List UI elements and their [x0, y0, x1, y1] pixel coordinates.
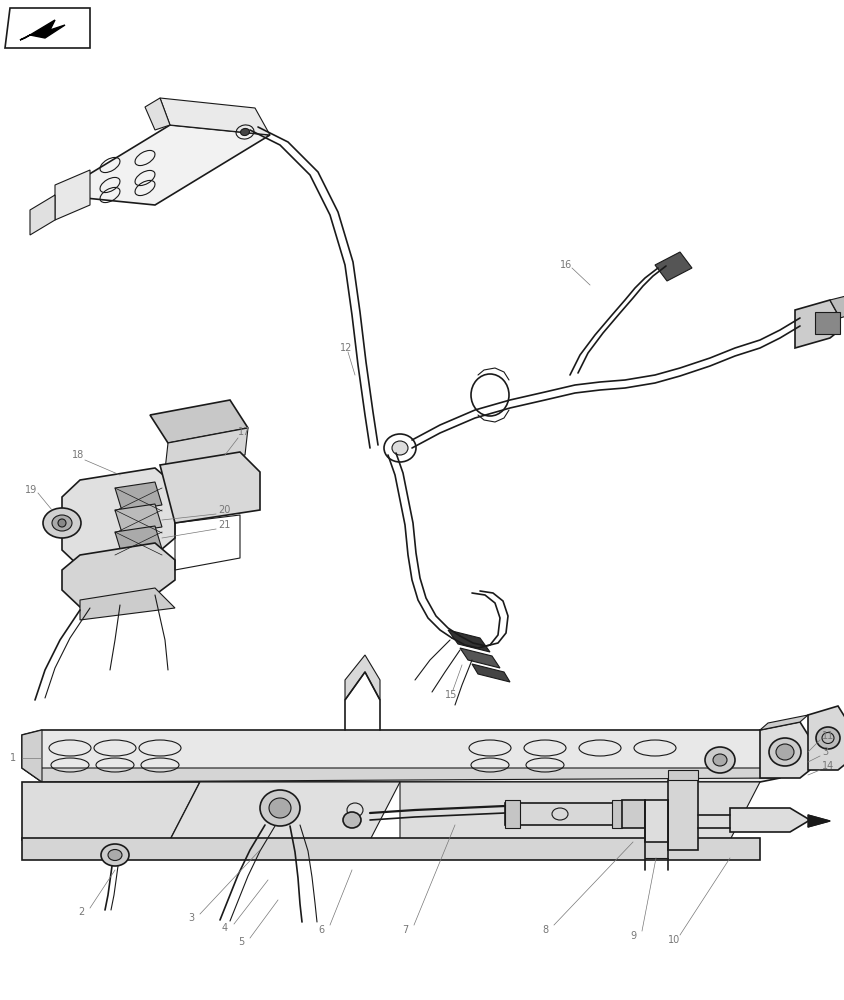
Polygon shape	[668, 770, 698, 780]
Text: 6: 6	[318, 925, 324, 935]
Ellipse shape	[343, 812, 361, 828]
Polygon shape	[22, 730, 42, 782]
Text: 16: 16	[560, 260, 572, 270]
Polygon shape	[808, 706, 844, 770]
Polygon shape	[115, 482, 162, 511]
Text: 2: 2	[78, 907, 84, 917]
Ellipse shape	[392, 441, 408, 455]
Polygon shape	[22, 768, 780, 782]
Polygon shape	[5, 8, 90, 48]
Ellipse shape	[776, 744, 794, 760]
Ellipse shape	[705, 747, 735, 773]
Text: 10: 10	[668, 935, 680, 945]
Text: 3: 3	[822, 747, 828, 757]
Polygon shape	[808, 815, 830, 827]
Polygon shape	[170, 782, 400, 840]
Polygon shape	[30, 195, 55, 235]
Polygon shape	[668, 780, 698, 850]
Polygon shape	[448, 630, 490, 652]
Text: 9: 9	[630, 931, 636, 941]
Polygon shape	[760, 715, 808, 730]
Polygon shape	[345, 655, 380, 700]
Text: 21: 21	[218, 520, 230, 530]
Polygon shape	[22, 838, 760, 860]
Polygon shape	[22, 782, 200, 840]
Polygon shape	[165, 428, 248, 470]
Text: 5: 5	[238, 937, 244, 947]
FancyBboxPatch shape	[815, 312, 840, 334]
Polygon shape	[612, 800, 622, 828]
Polygon shape	[622, 800, 645, 828]
Polygon shape	[730, 808, 810, 832]
Polygon shape	[795, 300, 840, 348]
Ellipse shape	[241, 128, 250, 136]
Text: 8: 8	[542, 925, 548, 935]
Polygon shape	[62, 468, 175, 567]
Text: 12: 12	[340, 343, 353, 353]
Text: 18: 18	[72, 450, 84, 460]
Ellipse shape	[58, 519, 66, 527]
Ellipse shape	[43, 508, 81, 538]
Polygon shape	[150, 400, 248, 443]
Ellipse shape	[101, 844, 129, 866]
Polygon shape	[830, 295, 844, 318]
Polygon shape	[62, 543, 175, 607]
Polygon shape	[80, 588, 175, 620]
Polygon shape	[160, 452, 260, 523]
Text: 4: 4	[222, 923, 228, 933]
Polygon shape	[55, 170, 90, 220]
Text: 15: 15	[445, 690, 457, 700]
Polygon shape	[472, 664, 510, 682]
Polygon shape	[460, 648, 500, 668]
Text: 14: 14	[822, 761, 834, 771]
Ellipse shape	[769, 738, 801, 766]
Text: 7: 7	[402, 925, 408, 935]
Text: 17: 17	[238, 427, 251, 437]
Ellipse shape	[108, 850, 122, 860]
Polygon shape	[645, 800, 668, 842]
Polygon shape	[115, 504, 162, 533]
Text: 20: 20	[218, 505, 230, 515]
Polygon shape	[55, 125, 270, 205]
Text: 11: 11	[822, 731, 834, 741]
Ellipse shape	[52, 515, 72, 531]
Text: 1: 1	[10, 753, 16, 763]
Polygon shape	[115, 526, 162, 555]
Polygon shape	[760, 722, 810, 778]
Polygon shape	[160, 98, 270, 135]
Polygon shape	[145, 98, 170, 130]
Ellipse shape	[260, 790, 300, 826]
Polygon shape	[505, 803, 615, 825]
Polygon shape	[400, 782, 760, 840]
Ellipse shape	[816, 727, 840, 749]
Polygon shape	[22, 730, 780, 782]
Ellipse shape	[713, 754, 727, 766]
Text: 19: 19	[25, 485, 37, 495]
Text: 3: 3	[188, 913, 194, 923]
Ellipse shape	[269, 798, 291, 818]
Polygon shape	[655, 252, 692, 281]
Polygon shape	[505, 800, 520, 828]
Polygon shape	[20, 20, 65, 40]
